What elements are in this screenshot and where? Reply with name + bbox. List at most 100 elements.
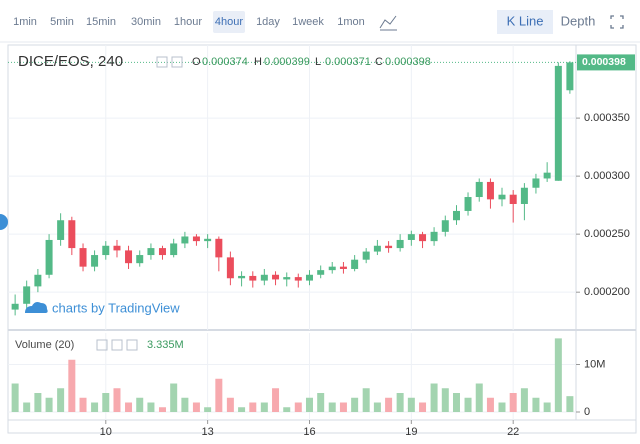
volume-bar — [554, 338, 562, 412]
candle-body — [136, 255, 144, 264]
ohlc-value: 0.000398 — [385, 56, 431, 68]
candle-body — [68, 220, 76, 249]
header-icon[interactable] — [171, 56, 183, 68]
interval-button[interactable]: 15min — [86, 16, 116, 28]
candle-body — [79, 248, 87, 267]
volume-bar — [136, 397, 144, 412]
volume-bar — [407, 397, 415, 412]
volume-bar — [464, 397, 472, 412]
volume-bar — [452, 393, 460, 412]
toolbar: 1min 5min 15min 30min 1hour 4hour 1day 1week 1mo… — [0, 10, 640, 43]
ohlc-label: L — [315, 56, 321, 68]
candle-body — [566, 62, 574, 91]
volume-bar — [158, 407, 166, 412]
candle-body — [204, 238, 212, 242]
chart-frame — [7, 44, 637, 434]
volume-bar — [272, 388, 280, 412]
candle-body — [362, 251, 370, 260]
candle-body — [102, 245, 110, 256]
interval-button[interactable]: 5min — [50, 16, 74, 28]
interval-button[interactable]: 30min — [131, 16, 161, 28]
volume-bar — [57, 388, 65, 412]
volume-bar — [102, 393, 110, 412]
candle-body — [475, 181, 483, 198]
fullscreen-icon[interactable] — [610, 15, 624, 29]
x-tick-label: 16 — [303, 426, 315, 438]
candle-body — [464, 197, 472, 211]
volume-bar — [441, 388, 449, 412]
volume-bar — [238, 407, 246, 412]
interval-button[interactable]: 1min — [13, 16, 37, 28]
view-button[interactable]: K Line — [507, 13, 544, 28]
volume-bar — [328, 402, 336, 412]
interval-button[interactable]: 1mon — [337, 16, 365, 28]
volume-bar — [23, 402, 31, 412]
candle-body — [11, 303, 19, 310]
interval-button[interactable]: 1day — [256, 16, 280, 28]
watermark: charts by TradingView — [25, 300, 180, 315]
header-icon[interactable] — [96, 339, 108, 351]
candle-body — [181, 236, 189, 244]
candle-body — [396, 239, 404, 249]
volume-bar — [170, 383, 178, 412]
volume-bar — [181, 397, 189, 412]
candle-body — [91, 255, 99, 267]
header-icon[interactable] — [126, 339, 138, 351]
volume-bar — [430, 383, 438, 412]
x-tick-label: 13 — [202, 426, 214, 438]
volume-bar — [113, 388, 121, 412]
volume-bar — [305, 397, 313, 412]
candle-body — [57, 220, 65, 240]
view-button[interactable]: Depth — [561, 13, 596, 28]
candle-body — [532, 178, 540, 188]
y-tick-label: 10M — [584, 358, 605, 370]
ohlc-label: O — [192, 56, 201, 68]
volume-bar — [68, 359, 76, 412]
volume-bar — [419, 402, 427, 412]
candle-body — [260, 274, 268, 281]
volume-bar — [226, 397, 234, 412]
ohlc-value: 0.000399 — [264, 56, 310, 68]
volume-bar — [91, 402, 99, 412]
icon-corner — [620, 25, 624, 29]
candle-body — [192, 236, 200, 242]
candle-body — [125, 250, 133, 264]
y-tick-label: 0.000350 — [584, 112, 630, 124]
x-tick-label: 10 — [100, 426, 112, 438]
volume-bar — [45, 397, 53, 412]
ohlc-label: C — [375, 56, 383, 68]
candle-body — [317, 270, 325, 275]
volume-bar — [362, 388, 370, 412]
ohlc-label: H — [254, 56, 262, 68]
candle-body — [23, 286, 31, 304]
interval-button[interactable]: 1hour — [174, 16, 202, 28]
interval-button[interactable]: 4hour — [215, 16, 243, 28]
candle-body — [238, 275, 246, 279]
candle-body — [215, 238, 223, 258]
chart-style-icon[interactable] — [379, 15, 397, 31]
header-icon[interactable] — [111, 339, 123, 351]
interval-button[interactable]: 1week — [292, 16, 324, 28]
volume-bar — [339, 402, 347, 412]
candle-body — [441, 220, 449, 232]
x-tick-label: 22 — [507, 426, 519, 438]
candle-body — [486, 181, 494, 200]
candle-body — [498, 194, 506, 200]
candle-body — [283, 277, 291, 280]
header-icon[interactable] — [156, 56, 168, 68]
volume-bar — [486, 397, 494, 412]
volume-bar — [317, 393, 325, 412]
volume-bar — [498, 402, 506, 412]
candle-body — [249, 275, 257, 281]
volume-bar — [11, 383, 19, 412]
volume-bar — [475, 383, 483, 412]
volume-bar — [385, 397, 393, 412]
candle-body — [305, 274, 313, 281]
volume-bar — [125, 402, 133, 412]
scroll-handle[interactable] — [0, 214, 8, 230]
active-view-bg — [497, 10, 553, 34]
candle-body — [407, 234, 415, 240]
y-tick-label: 0.000250 — [584, 228, 630, 240]
candle-body — [351, 259, 359, 269]
